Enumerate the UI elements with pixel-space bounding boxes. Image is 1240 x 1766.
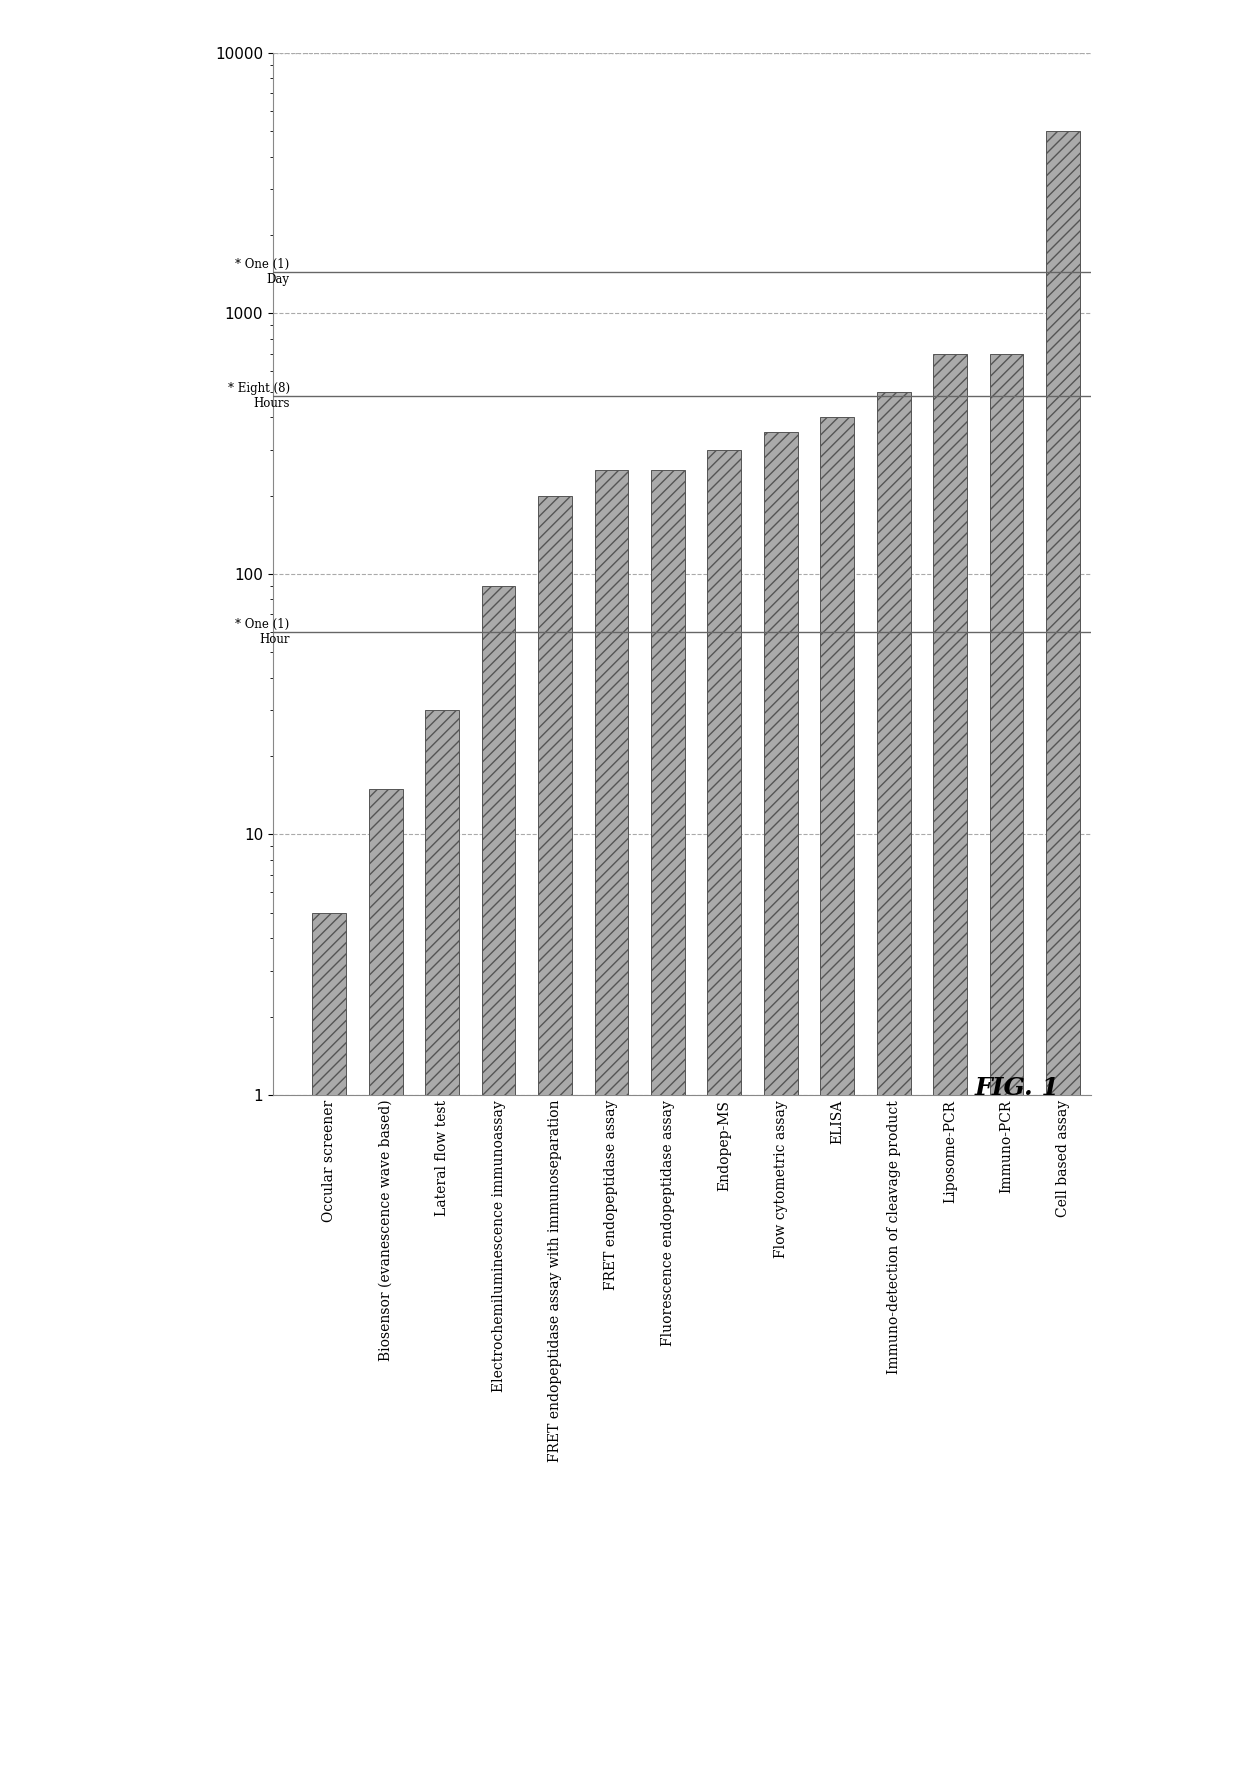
Text: * Eight (8)
Hours: * Eight (8) Hours — [228, 383, 290, 410]
Bar — [425, 710, 459, 1766]
Bar — [707, 450, 742, 1766]
Bar — [594, 470, 629, 1766]
Bar — [934, 353, 967, 1766]
Bar — [1047, 131, 1080, 1766]
Text: * One (1)
Day: * One (1) Day — [236, 258, 290, 286]
Bar — [764, 433, 797, 1766]
Text: FIG. 1: FIG. 1 — [975, 1075, 1059, 1100]
Bar — [877, 392, 910, 1766]
Text: * One (1)
Hour: * One (1) Hour — [236, 618, 290, 646]
Bar — [312, 913, 346, 1766]
Bar — [481, 586, 516, 1766]
Bar — [651, 470, 684, 1766]
Bar — [538, 496, 572, 1766]
Bar — [990, 353, 1023, 1766]
Bar — [368, 789, 403, 1766]
Bar — [821, 417, 854, 1766]
